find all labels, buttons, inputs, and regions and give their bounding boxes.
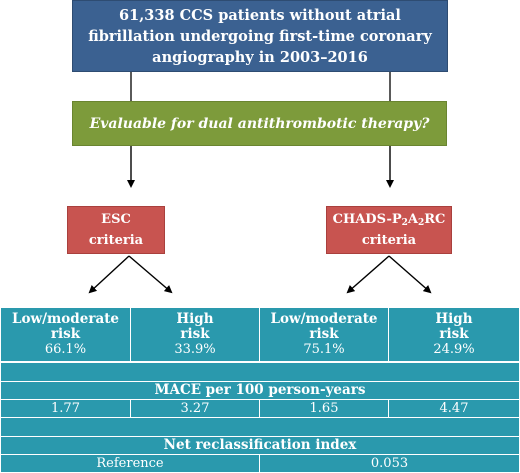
group-esc-high: High risk 33.9%: [130, 307, 260, 362]
question-text: Evaluable for dual antithrombotic therap…: [89, 115, 430, 132]
population-text: 61,338 CCS patients without atrial fibri…: [88, 6, 432, 66]
esc-label: ESC: [101, 212, 131, 227]
question-box: Evaluable for dual antithrombotic therap…: [72, 101, 447, 146]
mace-title: MACE per 100 person-years: [0, 381, 520, 400]
chads-criteria-box: CHADS-P2A2RC criteria: [326, 206, 452, 254]
mace-esc-low: 1.77: [0, 399, 131, 418]
mace-esc-high: 3.27: [130, 399, 260, 418]
share-chads-low: 75.1%: [303, 341, 345, 357]
group-esc-low: Low/moderate risk 66.1%: [0, 307, 131, 362]
chads-criteria-label: criteria: [361, 233, 417, 248]
arrow-chads-low: [346, 255, 390, 294]
esc-criteria-box: ESC criteria: [67, 206, 165, 254]
nri-title: Net reclassification index: [0, 436, 520, 455]
chads-label: CHADS-P2A2RC: [332, 212, 446, 228]
share-esc-high: 33.9%: [174, 341, 216, 357]
flow-connectors: [88, 72, 432, 294]
population-box: 61,338 CCS patients without atrial fibri…: [72, 0, 448, 72]
group-chads-low: Low/moderate risk 75.1%: [259, 307, 389, 362]
spacer-row-1: [0, 362, 520, 382]
arrow-esc-low: [88, 255, 130, 294]
arrow-chads-high: [388, 255, 432, 294]
share-esc-low: 66.1%: [44, 341, 87, 357]
share-chads-high: 24.9%: [433, 341, 475, 357]
nri-values-row: Reference 0.053: [0, 454, 520, 473]
risk-group-row: Low/moderate risk 66.1% High risk 33.9% …: [0, 307, 520, 362]
nri-title-row: Net reclassification index: [0, 436, 520, 455]
arrow-esc-high: [128, 255, 173, 294]
esc-criteria-label: criteria: [88, 233, 144, 248]
group-chads-high: High risk 24.9%: [388, 307, 520, 362]
spacer-row-2: [0, 417, 520, 437]
nri-chads: 0.053: [259, 454, 520, 473]
mace-chads-low: 1.65: [259, 399, 389, 418]
mace-chads-high: 4.47: [388, 399, 520, 418]
mace-title-row: MACE per 100 person-years: [0, 381, 520, 400]
mace-values-row: 1.77 3.27 1.65 4.47: [0, 399, 520, 418]
nri-esc: Reference: [0, 454, 260, 473]
results-table: Low/moderate risk 66.1% High risk 33.9% …: [0, 307, 520, 473]
